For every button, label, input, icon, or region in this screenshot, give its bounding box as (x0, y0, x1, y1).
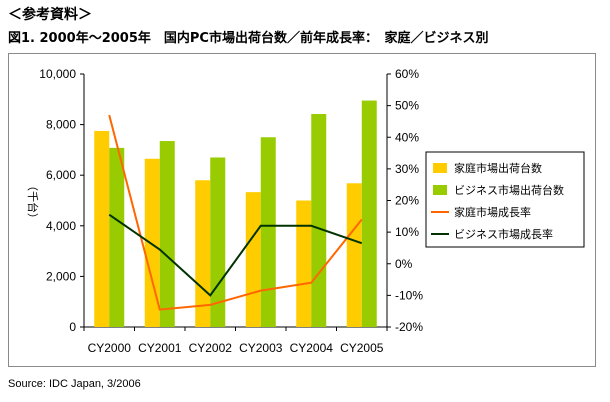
x-tick-label: CY2005 (340, 341, 384, 355)
business-growth-line (108, 213, 363, 297)
home-shipment-bar (94, 130, 110, 327)
y2-tick-label: -10% (395, 288, 423, 302)
business-shipment-bar (260, 137, 276, 327)
legend-label: ビジネス市場成長率 (454, 227, 553, 241)
y-tick-label: 2,000 (46, 269, 76, 283)
y2-tick-label: 20% (395, 194, 419, 208)
y2-tick-label: 10% (395, 225, 419, 239)
home-growth-line (108, 114, 363, 311)
y2-tick-label: 30% (395, 162, 419, 176)
y-tick-label: 4,000 (46, 219, 76, 233)
bars-layer (94, 100, 377, 327)
y-tick-label: 6,000 (46, 168, 76, 182)
business-shipment-bar (210, 157, 226, 327)
header-label: ＜参考資料＞ (8, 7, 92, 23)
y-tick-label: 0 (69, 320, 76, 334)
home-shipment-bar (195, 180, 211, 327)
y-axis-label: （千台） (26, 180, 40, 224)
y-tick-label: 8,000 (46, 118, 76, 132)
chart-title: 図1. 2000年～2005年 国内PC市場出荷台数／前年成長率： 家庭／ビジネ… (8, 31, 489, 46)
chart-frame (8, 53, 596, 367)
y2-tick-label: 60% (395, 67, 419, 81)
y-tick-label: 10,000 (39, 67, 76, 81)
legend-label: 家庭市場出荷台数 (454, 161, 542, 175)
business-shipment-bar (361, 100, 377, 327)
business-shipment-bar (109, 147, 125, 327)
business-shipment-bar (159, 141, 175, 327)
x-tick-label: CY2004 (290, 341, 334, 355)
lines-layer (108, 114, 363, 311)
x-tick-label: CY2003 (239, 341, 283, 355)
y2-tick-label: -20% (395, 320, 423, 334)
legend-label: 家庭市場成長率 (454, 205, 531, 219)
legend-swatch (433, 185, 447, 195)
legend-swatch (433, 163, 447, 173)
legend-label: ビジネス市場出荷台数 (454, 183, 564, 197)
home-shipment-bar (245, 192, 261, 327)
home-shipment-bar (144, 158, 160, 327)
y2-tick-label: 40% (395, 130, 419, 144)
x-tick-label: CY2000 (88, 341, 132, 355)
source-note: Source: IDC Japan, 3/2006 (8, 378, 141, 390)
y2-tick-label: 50% (395, 99, 419, 113)
x-tick-label: CY2001 (138, 341, 182, 355)
axes-layer (80, 73, 391, 331)
legend-box (425, 151, 585, 248)
x-tick-label: CY2002 (189, 341, 233, 355)
y2-tick-label: 0% (395, 257, 413, 271)
business-shipment-bar (311, 113, 327, 327)
tick-labels-layer: 0 2,000 4,000 6,000 8,000 10,000 -20% -10% 0% 10%… (39, 67, 423, 355)
home-shipment-bar (296, 200, 312, 327)
home-shipment-bar (346, 183, 362, 327)
